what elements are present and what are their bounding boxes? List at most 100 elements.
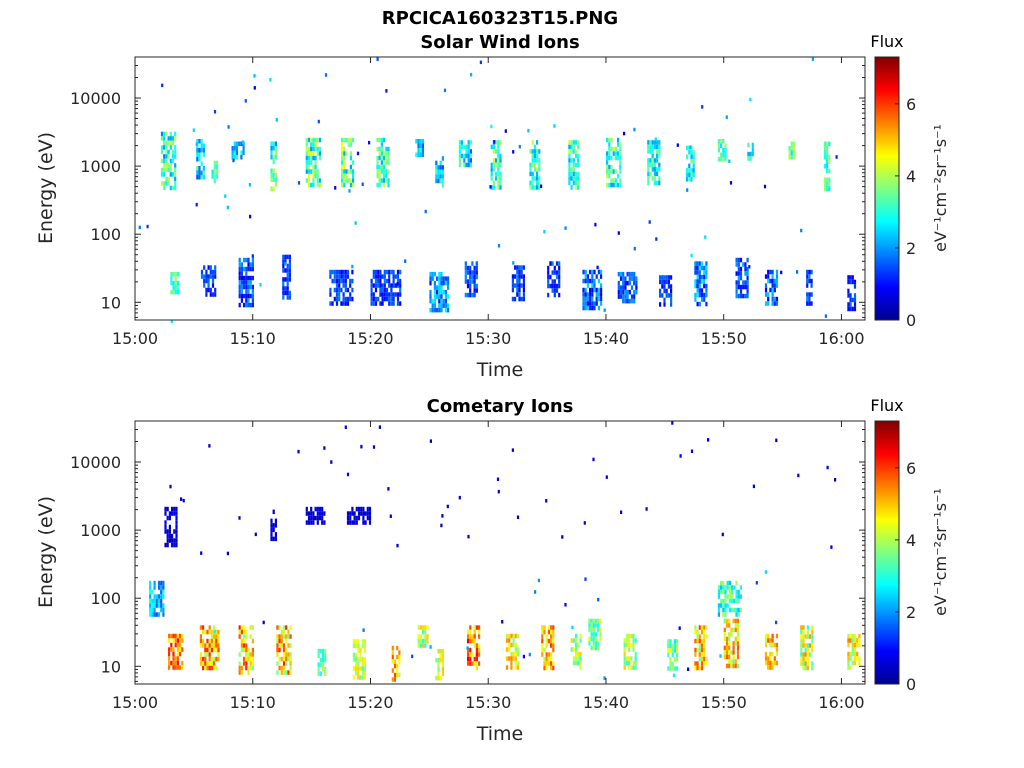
heatmap-cell (667, 652, 670, 658)
heatmap-cell (514, 660, 517, 666)
heatmap-cell (163, 163, 166, 168)
heatmap-cell (692, 172, 695, 178)
heatmap-cell (516, 287, 519, 293)
heatmap-cell (376, 164, 379, 170)
heatmap-cell (536, 149, 539, 154)
heatmap-cell (599, 627, 602, 633)
heatmap-cell (341, 151, 344, 156)
heatmap-cell (217, 643, 220, 648)
heatmap-cell (160, 585, 163, 590)
heatmap-cell (282, 629, 286, 635)
heatmap-cell (297, 181, 301, 185)
heatmap-cell (431, 307, 434, 313)
heatmap-cell (359, 675, 362, 680)
heatmap-cell (444, 289, 447, 295)
heatmap-cell (240, 141, 243, 146)
heatmap-cell (475, 261, 478, 266)
heatmap-cell (378, 164, 381, 170)
heatmap-cell (626, 289, 629, 295)
heatmap-cell (541, 638, 544, 644)
heatmap-cell (270, 527, 273, 533)
heatmap-cell (160, 136, 164, 141)
heatmap-cell (240, 629, 243, 635)
heatmap-cell (696, 265, 699, 271)
heatmap-cell (387, 151, 390, 156)
heatmap-cell (775, 278, 779, 284)
heatmap-cell (800, 652, 803, 657)
heatmap-cell (363, 675, 366, 680)
heatmap-cell (151, 598, 154, 604)
heatmap-cell (380, 155, 383, 161)
heatmap-cell (231, 155, 234, 160)
heatmap-cell (160, 167, 164, 173)
heatmap-cell (518, 269, 521, 275)
heatmap-cell (288, 254, 291, 260)
heatmap-cell (249, 661, 252, 666)
heatmap-cell (387, 160, 390, 165)
heatmap-cell (623, 638, 626, 643)
heatmap-cell (520, 283, 523, 288)
heatmap-cell (378, 155, 381, 161)
heatmap-cell (352, 169, 355, 174)
heatmap-cell (614, 182, 617, 188)
heatmap-cell (377, 278, 380, 284)
heatmap-cell (552, 638, 555, 644)
heatmap-cell (361, 670, 364, 676)
heatmap-cell (608, 169, 611, 174)
heatmap-cell (351, 278, 354, 284)
heatmap-cell (595, 274, 598, 279)
heatmap-cell (355, 639, 358, 644)
heatmap-cell (811, 638, 814, 644)
heatmap-cell (724, 143, 727, 148)
heatmap-cell (321, 506, 324, 512)
heatmap-cell (800, 629, 803, 635)
heatmap-cell (469, 634, 472, 639)
heatmap-cell (466, 265, 470, 271)
heatmap-cell (853, 638, 857, 643)
heatmap-cell (240, 665, 243, 671)
heatmap-cell (734, 659, 737, 664)
heatmap-cell (214, 265, 217, 270)
heatmap-cell (438, 285, 441, 290)
heatmap-cell (172, 647, 175, 652)
heatmap-cell (440, 303, 443, 308)
heatmap-cell (323, 446, 326, 450)
heatmap-cell (335, 292, 339, 297)
heatmap-cell (166, 542, 169, 548)
heatmap-cell (312, 164, 315, 170)
heatmap-cell (149, 580, 152, 586)
heatmap-cell (591, 287, 594, 293)
heatmap-cell (490, 124, 493, 129)
heatmap-cell (270, 536, 273, 542)
heatmap-cell (747, 142, 750, 148)
heatmap-cell (625, 633, 628, 639)
heatmap-cell (235, 141, 239, 146)
heatmap-cell (171, 149, 175, 155)
heatmap-cell (651, 158, 654, 163)
heatmap-cell (811, 661, 814, 666)
heatmap-cell (305, 142, 308, 147)
heatmap-cell (163, 172, 166, 177)
heatmap-cell (343, 137, 346, 143)
heatmap-cell (388, 278, 391, 284)
heatmap-cell (394, 274, 397, 279)
heatmap-cell (742, 284, 745, 290)
heatmap-cell (160, 158, 164, 164)
heatmap-cell (538, 176, 541, 181)
heatmap-cell (696, 292, 699, 298)
heatmap-cell (849, 651, 852, 657)
heatmap-cell (575, 647, 578, 652)
heatmap-cell (586, 283, 589, 288)
heatmap-cell (444, 294, 447, 299)
heatmap-cell (590, 623, 593, 628)
heatmap-cell (249, 656, 252, 662)
heatmap-cell (307, 182, 311, 188)
heatmap-cell (623, 642, 626, 648)
heatmap-cell (214, 274, 217, 279)
heatmap-cell (289, 625, 292, 630)
heatmap-cell (274, 173, 277, 178)
heatmap-cell (433, 280, 436, 286)
heatmap-cell (343, 178, 346, 183)
heatmap-cell (213, 656, 216, 662)
heatmap-cell (722, 603, 725, 608)
